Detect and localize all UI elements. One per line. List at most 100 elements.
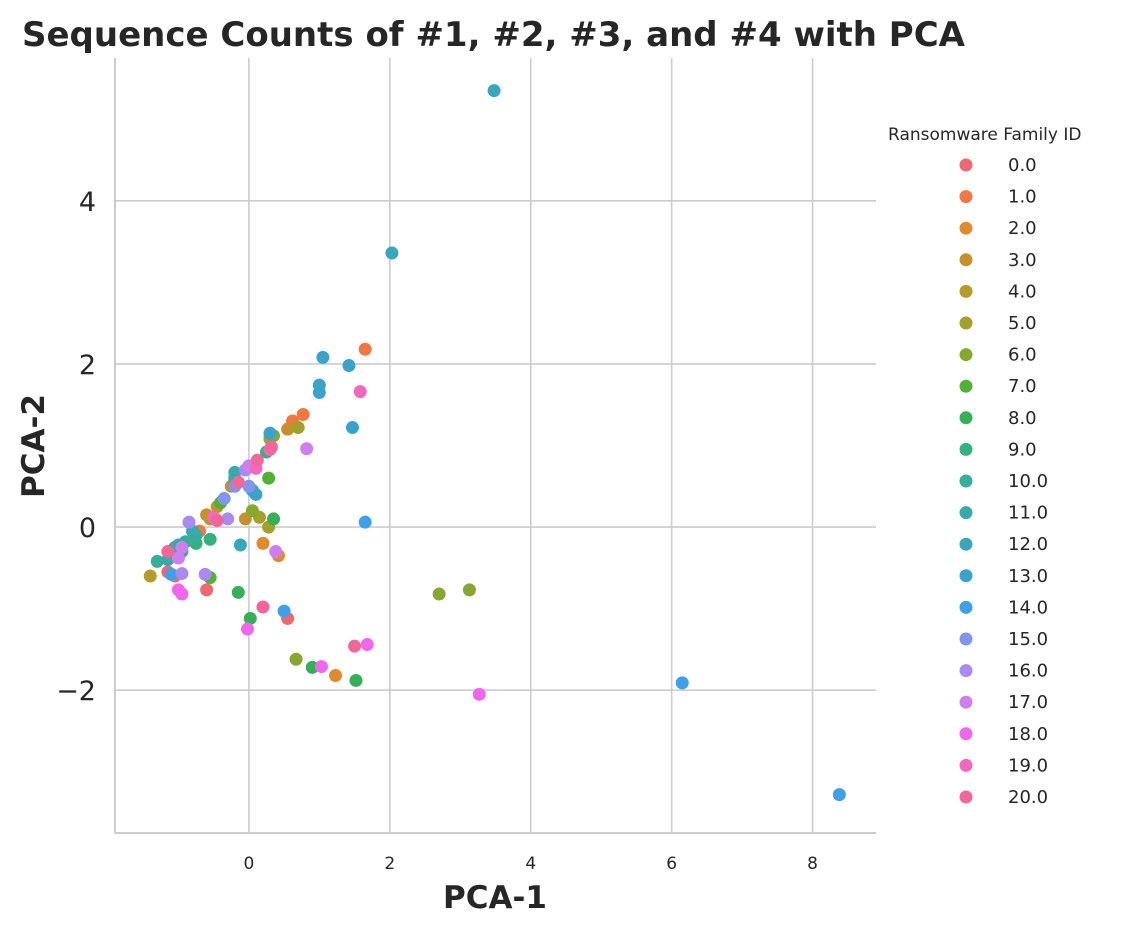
- legend-entry-label: 5.0: [1008, 313, 1037, 334]
- data-point-family-18-0: [171, 583, 185, 597]
- x-tick-label: 8: [807, 854, 818, 874]
- legend-marker: [959, 190, 973, 204]
- data-point-family-6-0: [289, 652, 303, 666]
- legend-items: 0.0 1.0 2.0 3.0 4.0 5.0 6.0 7.0 8.0 9.0 10.0 11.0 12…: [959, 155, 1048, 808]
- legend-entry-label: 8.0: [1008, 408, 1037, 429]
- data-point-family-20-0: [256, 600, 270, 614]
- data-point-family-18-0: [360, 638, 374, 652]
- data-point-family-3-0: [281, 422, 295, 436]
- x-tick-label: 0: [243, 854, 254, 874]
- x-tick-label: 2: [384, 854, 395, 874]
- data-point-family-13-0: [316, 350, 330, 364]
- y-tick-label: −2: [56, 676, 96, 707]
- chart-title: Sequence Counts of #1, #2, #3, and #4 wi…: [22, 15, 966, 55]
- data-point-family-18-0: [472, 687, 486, 701]
- data-point-family-13-0: [345, 421, 359, 435]
- data-point-family-5-0: [291, 421, 305, 435]
- data-point-family-12-0: [385, 246, 399, 260]
- data-point-family-14-0: [675, 676, 689, 690]
- legend-entry-label: 18.0: [1008, 724, 1048, 745]
- data-point-family-13-0: [263, 426, 277, 440]
- data-point-family-6-0: [245, 504, 259, 518]
- data-point-family-0-0: [200, 583, 214, 597]
- legend-entry-label: 9.0: [1008, 439, 1037, 460]
- data-point-family-6-0: [462, 583, 476, 597]
- data-point-family-16-0: [198, 567, 212, 581]
- legend-entry-label: 1.0: [1008, 187, 1037, 208]
- legend-marker: [959, 284, 973, 298]
- data-point-family-14-0: [832, 788, 846, 802]
- legend-marker: [959, 348, 973, 362]
- legend-marker: [959, 600, 973, 614]
- legend-marker: [959, 158, 973, 172]
- legend-entry-label: 7.0: [1008, 376, 1037, 397]
- legend-marker: [959, 695, 973, 709]
- legend-marker: [959, 442, 973, 456]
- legend: Ransomware Family ID 0.0 1.0 2.0 3.0 4.0 5.0 6…: [888, 125, 1081, 808]
- legend-entry-label: 11.0: [1008, 503, 1048, 524]
- legend-marker: [959, 727, 973, 741]
- legend-entry-label: 0.0: [1008, 155, 1037, 176]
- legend-entry-label: 20.0: [1008, 787, 1048, 808]
- data-point-family-20-0: [210, 514, 224, 528]
- x-tick-label: 4: [525, 854, 536, 874]
- legend-entry-label: 15.0: [1008, 629, 1048, 650]
- legend-marker: [959, 221, 973, 235]
- legend-entry-label: 10.0: [1008, 471, 1048, 492]
- data-point-family-9-0: [203, 532, 217, 546]
- data-point-family-8-0: [231, 585, 245, 599]
- legend-entry-label: 13.0: [1008, 566, 1048, 587]
- data-point-family-20-0: [348, 639, 362, 653]
- data-point-family-16-0: [182, 515, 196, 529]
- y-tick-label: 0: [79, 513, 96, 544]
- legend-marker: [959, 411, 973, 425]
- legend-entry-label: 2.0: [1008, 218, 1037, 239]
- data-point-family-15-0: [217, 492, 231, 506]
- data-point-family-8-0: [267, 512, 281, 526]
- data-point-family-8-0: [349, 673, 363, 687]
- legend-entry-label: 19.0: [1008, 755, 1048, 776]
- data-point-family-20-0: [264, 440, 278, 454]
- data-point-family-15-0: [242, 479, 256, 493]
- legend-entry-label: 17.0: [1008, 692, 1048, 713]
- data-point-family-17-0: [269, 545, 283, 559]
- data-point-family-12-0: [487, 84, 501, 98]
- legend-entry-label: 16.0: [1008, 661, 1048, 682]
- y-tick-label: 2: [79, 350, 96, 381]
- data-point-family-18-0: [314, 660, 328, 674]
- legend-marker: [959, 316, 973, 330]
- legend-marker: [959, 632, 973, 646]
- data-point-family-4-0: [143, 569, 157, 583]
- legend-entry-label: 4.0: [1008, 281, 1037, 302]
- y-tick-labels: −2 0 2 4: [56, 187, 96, 707]
- data-points: [143, 84, 846, 802]
- legend-marker: [959, 758, 973, 772]
- data-point-family-16-0: [175, 567, 189, 581]
- grid-lines: [115, 58, 876, 833]
- data-point-family-17-0: [175, 540, 189, 554]
- data-point-family-1-0: [358, 342, 372, 356]
- data-point-family-16-0: [221, 512, 235, 526]
- legend-entry-label: 3.0: [1008, 250, 1037, 271]
- data-point-family-17-0: [300, 442, 314, 456]
- legend-marker: [959, 253, 973, 267]
- data-point-family-8-0: [243, 611, 257, 625]
- legend-entry-label: 6.0: [1008, 345, 1037, 366]
- data-point-family-14-0: [358, 515, 372, 529]
- data-point-family-12-0: [233, 538, 247, 552]
- legend-marker: [959, 537, 973, 551]
- legend-marker: [959, 506, 973, 520]
- legend-entry-label: 14.0: [1008, 597, 1048, 618]
- data-point-family-17-0: [171, 551, 185, 565]
- data-point-family-2-0: [329, 669, 343, 683]
- legend-marker: [959, 569, 973, 583]
- data-point-family-1-0: [296, 408, 310, 421]
- legend-marker: [959, 379, 973, 393]
- data-point-family-10-0: [150, 554, 164, 568]
- data-point-family-2-0: [256, 536, 270, 550]
- data-point-family-14-0: [164, 567, 178, 581]
- x-tick-label: 6: [666, 854, 677, 874]
- y-tick-label: 4: [79, 187, 96, 218]
- data-point-family-19-0: [353, 385, 367, 399]
